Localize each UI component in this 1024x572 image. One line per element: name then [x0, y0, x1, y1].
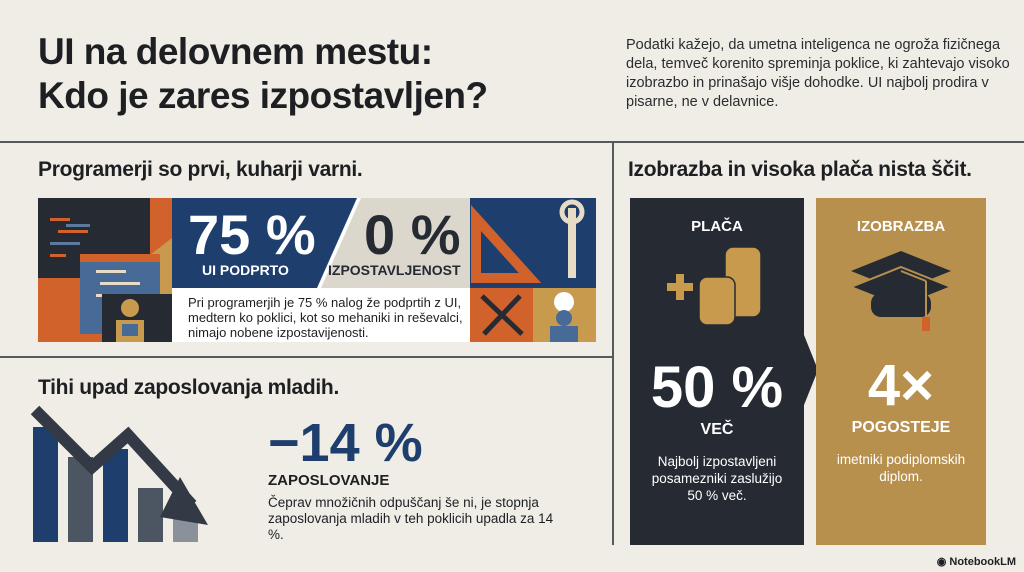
education-panel: IZOBRAZBA 4× POGOSTEJE imetniki podiplom…	[816, 198, 986, 545]
divider-vertical	[612, 141, 614, 545]
stats-background	[172, 198, 470, 288]
divider-top	[0, 141, 1024, 143]
graduation-cap-icon	[848, 251, 954, 331]
stat-exposure-label: IZPOSTAVLJENOST	[328, 262, 461, 278]
employment-stat-label: ZAPOSLOVANJE	[268, 472, 390, 489]
employment-text: Čeprav množičnih odpuščanj še ni, je sto…	[268, 495, 554, 542]
salary-panel: PLAČA 50 % VEČ Najbolj izpostavljeni pos…	[630, 198, 804, 545]
salary-value: 50 %	[650, 355, 784, 420]
title-line-2: Kdo je zares izpostavljen?	[38, 75, 488, 116]
chevron-right-icon	[802, 330, 818, 410]
stat-exposure-value: 0 %	[364, 203, 461, 266]
section3-heading: Izobrazba in visoka plača nista ščit.	[628, 158, 972, 181]
education-label: POGOSTEJE	[851, 419, 951, 436]
brand-label: NotebookLM	[949, 556, 1016, 568]
employment-stat-value: −14 %	[268, 413, 423, 473]
education-text: imetniki podiplomskih diplom.	[836, 452, 966, 484]
bar-1	[33, 427, 58, 542]
stat-ai-supported-label: UI PODPRTO	[202, 262, 289, 278]
section2-heading: Tihi upad zaposlovanja mladih.	[38, 376, 339, 399]
salary-text: Najbolj izpostavljeni posamezniki zasluž…	[651, 454, 783, 503]
salary-title: PLAČA	[691, 218, 743, 235]
trades-illustration	[470, 198, 596, 342]
page-title: UI na delovnem mestu: Kdo je zares izpost…	[38, 30, 488, 118]
notebooklm-icon: ◉	[936, 556, 947, 568]
bar-3	[103, 449, 128, 542]
stat-ai-supported-value: 75 %	[188, 203, 316, 266]
down-arrow-icon	[30, 405, 197, 510]
divider-middle	[0, 356, 612, 358]
notebooklm-logo: ◉ NotebookLM	[937, 555, 1016, 568]
intro-text: Podatki kažejo, da umetna inteligenca ne…	[626, 37, 1010, 110]
programmers-text: Pri programerjih je 75 % nalog že podprt…	[188, 295, 463, 340]
programmer-illustration	[38, 198, 172, 342]
coins-icon	[667, 246, 762, 326]
section1-heading: Programerji so prvi, kuharji varni.	[38, 158, 363, 181]
salary-label: VEČ	[700, 421, 734, 438]
declining-chart-icon	[30, 405, 208, 542]
education-title: IZOBRAZBA	[856, 218, 946, 235]
bar-4	[138, 488, 163, 542]
programmers-banner: 75 % UI PODPRTO 0 % IZPOSTAVLJENOST Pri …	[38, 198, 596, 342]
education-value: 4×	[867, 353, 935, 418]
title-line-1: UI na delovnem mestu:	[38, 31, 433, 72]
